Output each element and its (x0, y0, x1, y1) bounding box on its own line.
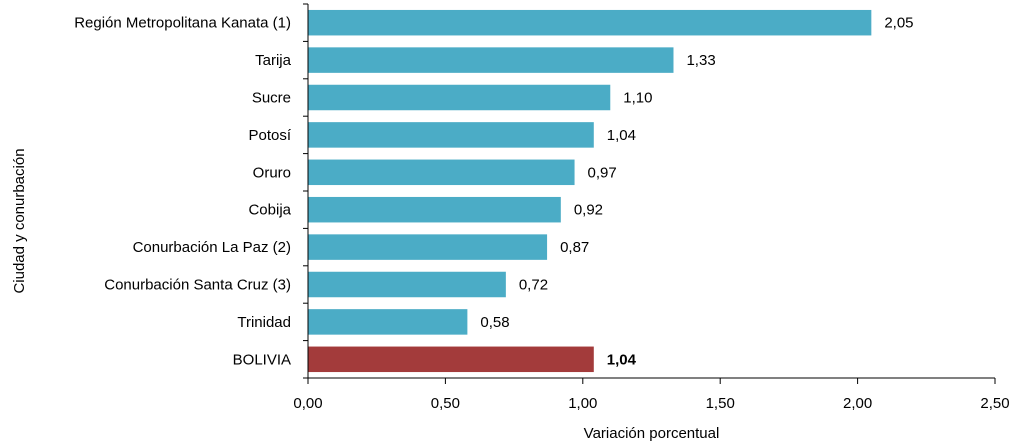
x-tick-label-4: 2,00 (843, 395, 872, 412)
category-label-3: Potosí (248, 127, 291, 144)
bar-9 (308, 346, 594, 373)
data-labels-group: 2,05 1,33 1,10 1,04 0,97 0,92 0,87 0,72 0,58 1,04 (480, 15, 913, 369)
data-label-7: 0,72 (519, 277, 548, 294)
category-label-1: Tarija (255, 52, 292, 69)
bar-2 (308, 84, 611, 111)
category-label-2: Sucre (252, 90, 291, 107)
category-label-7: Conurbación Santa Cruz (3) (104, 277, 291, 294)
category-labels-group: Región Metropolitana Kanata (1) Tarija Suc… (74, 15, 292, 369)
x-axis-title: Variación porcentual (584, 425, 720, 442)
x-ticks-group: 0,00 0,50 1,00 1,50 2,00 2,50 (293, 378, 1010, 412)
bars-group (308, 9, 872, 373)
data-label-2: 1,10 (623, 90, 652, 107)
x-tick-label-0: 0,00 (293, 395, 322, 412)
category-label-8: Trinidad (237, 314, 291, 331)
category-label-5: Cobija (248, 202, 291, 219)
data-label-4: 0,97 (588, 164, 617, 181)
data-label-0: 2,05 (884, 15, 913, 32)
data-label-9: 1,04 (607, 351, 637, 368)
category-label-6: Conurbación La Paz (2) (133, 239, 291, 256)
data-label-8: 0,58 (480, 314, 509, 331)
category-label-0: Región Metropolitana Kanata (1) (74, 15, 291, 32)
axes-group (303, 3, 995, 379)
bar-8 (308, 309, 468, 335)
x-tick-label-5: 2,50 (980, 395, 1009, 412)
bar-7 (308, 271, 506, 298)
y-axis-title: Ciudad y conurbación (11, 148, 28, 293)
data-label-1: 1,33 (686, 52, 715, 69)
x-tick-label-1: 0,50 (431, 395, 460, 412)
data-label-6: 0,87 (560, 239, 589, 256)
bar-1 (308, 47, 674, 73)
bar-5 (308, 196, 561, 223)
x-tick-label-2: 1,00 (568, 395, 597, 412)
bar-4 (308, 159, 575, 186)
bar-0 (308, 9, 872, 36)
bar-6 (308, 234, 548, 260)
data-label-3: 1,04 (607, 127, 636, 144)
bar-3 (308, 122, 594, 148)
category-label-4: Oruro (253, 164, 291, 181)
x-tick-label-3: 1,50 (706, 395, 735, 412)
data-label-5: 0,92 (574, 202, 603, 219)
category-label-9: BOLIVIA (233, 351, 291, 368)
